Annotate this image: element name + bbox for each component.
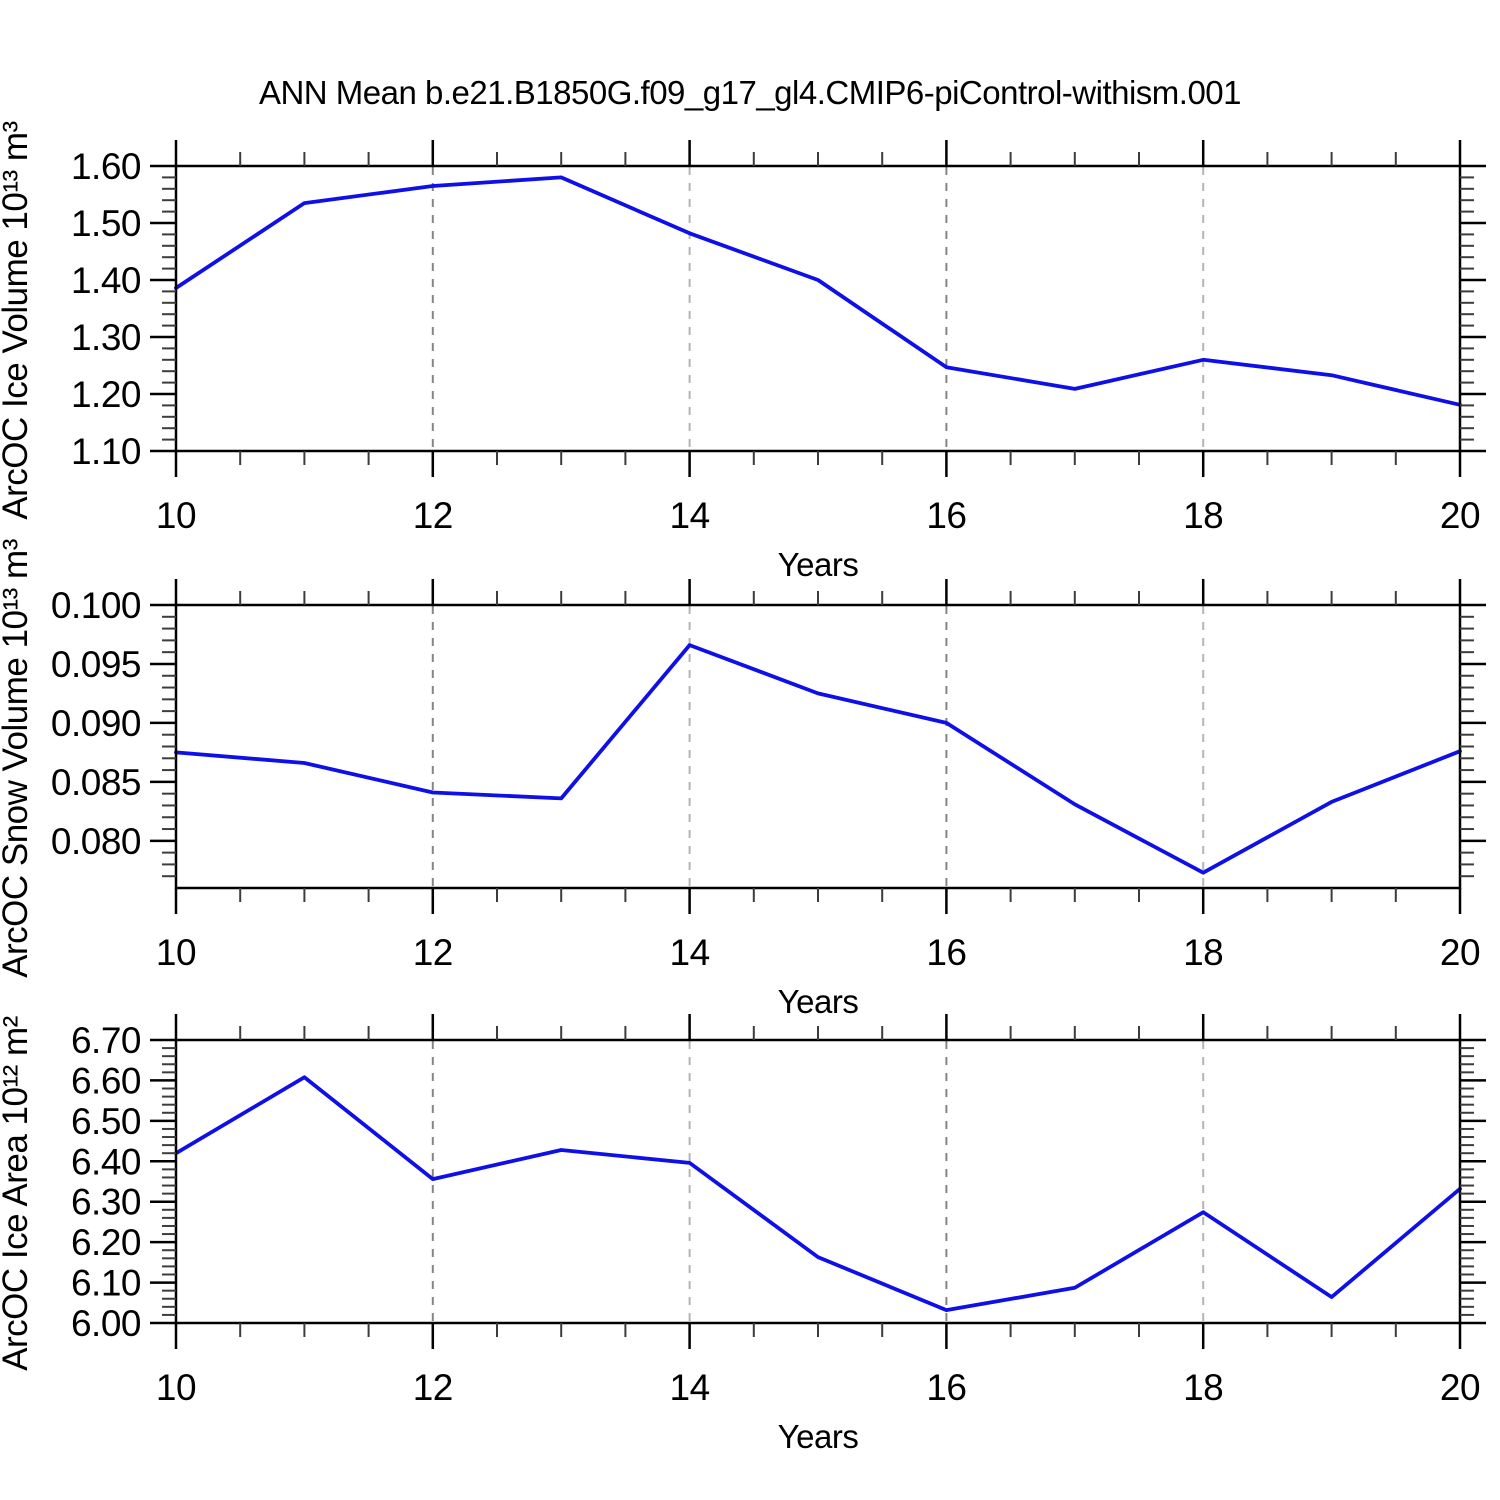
data-line-ice-area xyxy=(174,1075,1462,1312)
x-tick-label: 12 xyxy=(413,932,453,973)
y-tick-label: 6.00 xyxy=(71,1303,141,1344)
panel-ice-volume: 10 12 14 16 18 20 1.10 1.20 1.30 1.40 1.50 1.60 Year… xyxy=(0,121,1486,583)
x-tick-label: 20 xyxy=(1440,932,1480,973)
y-tick-label: 6.40 xyxy=(71,1141,141,1182)
data-line-snow-volume xyxy=(174,643,1462,875)
plot-frame xyxy=(174,164,1462,453)
chart-title: ANN Mean b.e21.B1850G.f09_g17_gl4.CMIP6-… xyxy=(258,74,1242,111)
y-tick-label: 0.090 xyxy=(51,703,141,744)
y-tick-label: 1.40 xyxy=(71,260,141,301)
x-axis-title: Years xyxy=(778,983,859,1020)
y-tick-label: 1.60 xyxy=(71,146,141,187)
x-tick-label: 20 xyxy=(1440,1367,1480,1408)
x-axis-title: Years xyxy=(778,546,859,583)
x-tick-label: 18 xyxy=(1183,1367,1223,1408)
x-tick-label: 12 xyxy=(413,1367,453,1408)
y-tick-label: 6.20 xyxy=(71,1222,141,1263)
y-tick-label: 6.10 xyxy=(71,1263,141,1304)
y-axis-title: ArcOC Snow Volume 10¹³ m³ xyxy=(0,539,35,978)
x-tick-label: 14 xyxy=(670,932,710,973)
x-tick-label: 18 xyxy=(1183,495,1223,536)
x-tick-label: 10 xyxy=(156,932,196,973)
y-tick-label: 6.60 xyxy=(71,1060,141,1101)
x-tick-label: 18 xyxy=(1183,932,1223,973)
plot-frame xyxy=(174,1038,1462,1325)
data-line-ice-volume xyxy=(174,175,1462,407)
y-axis-title: ArcOC Ice Volume 10¹³ m³ xyxy=(0,121,35,519)
y-axis-title: ArcOC Ice Area 10¹² m² xyxy=(0,1016,35,1371)
y-tick-label: 0.095 xyxy=(51,644,141,685)
y-tick-label: 6.50 xyxy=(71,1101,141,1142)
y-tick-label: 1.30 xyxy=(71,317,141,358)
y-tick-label: 0.100 xyxy=(51,585,141,626)
x-tick-label: 10 xyxy=(156,495,196,536)
y-tick-label: 1.20 xyxy=(71,374,141,415)
y-tick-label: 0.085 xyxy=(51,762,141,803)
x-tick-label: 14 xyxy=(670,495,710,536)
panel-snow-volume: 10 12 14 16 18 20 0.080 0.085 0.090 0.095 0.100 Yea… xyxy=(0,539,1486,1020)
y-tick-label: 6.30 xyxy=(71,1182,141,1223)
x-axis-title: Years xyxy=(778,1418,859,1455)
x-tick-label: 10 xyxy=(156,1367,196,1408)
y-tick-label: 6.70 xyxy=(71,1020,141,1061)
panel-ice-area: 10 12 14 16 18 20 6.006.106.206.306.406.506.60… xyxy=(0,1014,1486,1455)
x-tick-label: 12 xyxy=(413,495,453,536)
x-tick-label: 16 xyxy=(926,495,966,536)
x-tick-label: 20 xyxy=(1440,495,1480,536)
x-tick-label: 16 xyxy=(926,1367,966,1408)
plot-frame xyxy=(174,603,1462,890)
y-tick-label: 1.10 xyxy=(71,431,141,472)
x-tick-label: 16 xyxy=(926,932,966,973)
y-tick-label: 1.50 xyxy=(71,203,141,244)
y-tick-label: 0.080 xyxy=(51,821,141,862)
x-tick-label: 14 xyxy=(670,1367,710,1408)
